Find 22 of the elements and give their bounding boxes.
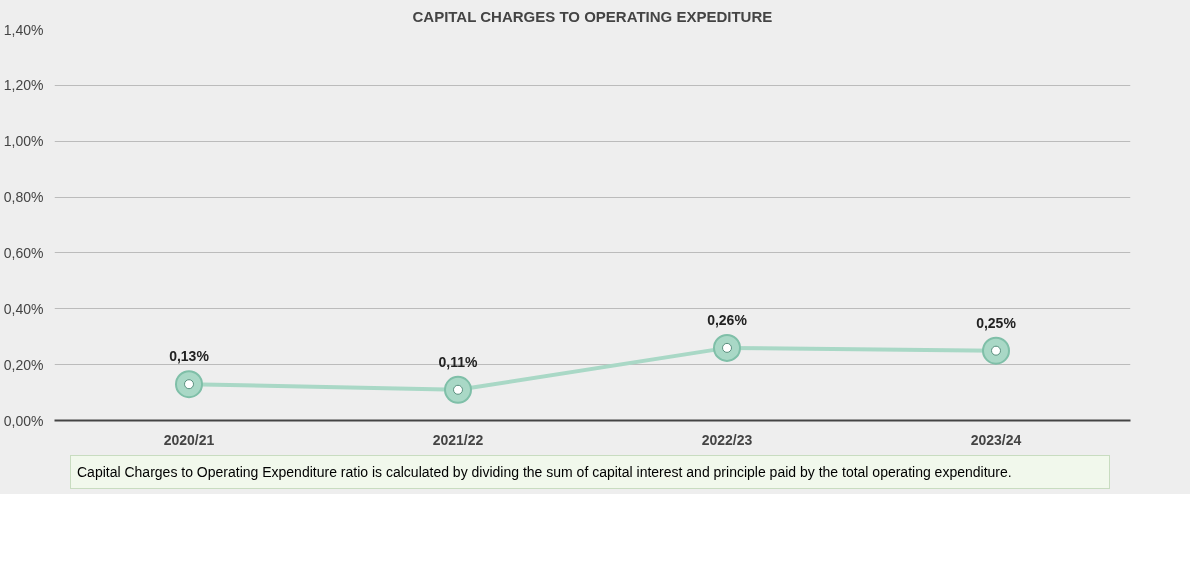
point — [444, 375, 472, 404]
y-tick-label: 0,40% — [3, 300, 44, 317]
text: 0,26% — [707, 311, 747, 328]
x-tick-label: 2022/23 — [701, 431, 753, 448]
x-tick-label: 2023/24 — [970, 431, 1022, 448]
y-tick-label: 1,00% — [3, 133, 44, 150]
y-tick-label: 0,80% — [3, 189, 44, 206]
y-tick-label: 1,20% — [3, 77, 44, 94]
text: 0,25% — [976, 314, 1016, 331]
y-tick-label: 0,60% — [3, 244, 44, 261]
y-tick-label: 1,40% — [3, 21, 44, 38]
text: 0,11% — [438, 353, 478, 370]
x-tick-label: 2020/21 — [163, 431, 215, 448]
point — [175, 370, 203, 399]
text: Capital Charges to Operating Expenditure ratio is calculated by dividing the sum of capital interest and principle paid by the total operating expenditure. — [77, 463, 1012, 482]
chart-title: CAPITAL CHARGES TO OPERATING EXPEDITURE — [412, 7, 773, 25]
text: 0,13% — [169, 348, 209, 365]
point — [982, 336, 1010, 365]
point — [713, 333, 741, 362]
y-tick-label: 0,20% — [3, 356, 44, 373]
y-tick-label: 0,00% — [3, 412, 44, 429]
x-tick-label: 2021/22 — [432, 431, 484, 448]
